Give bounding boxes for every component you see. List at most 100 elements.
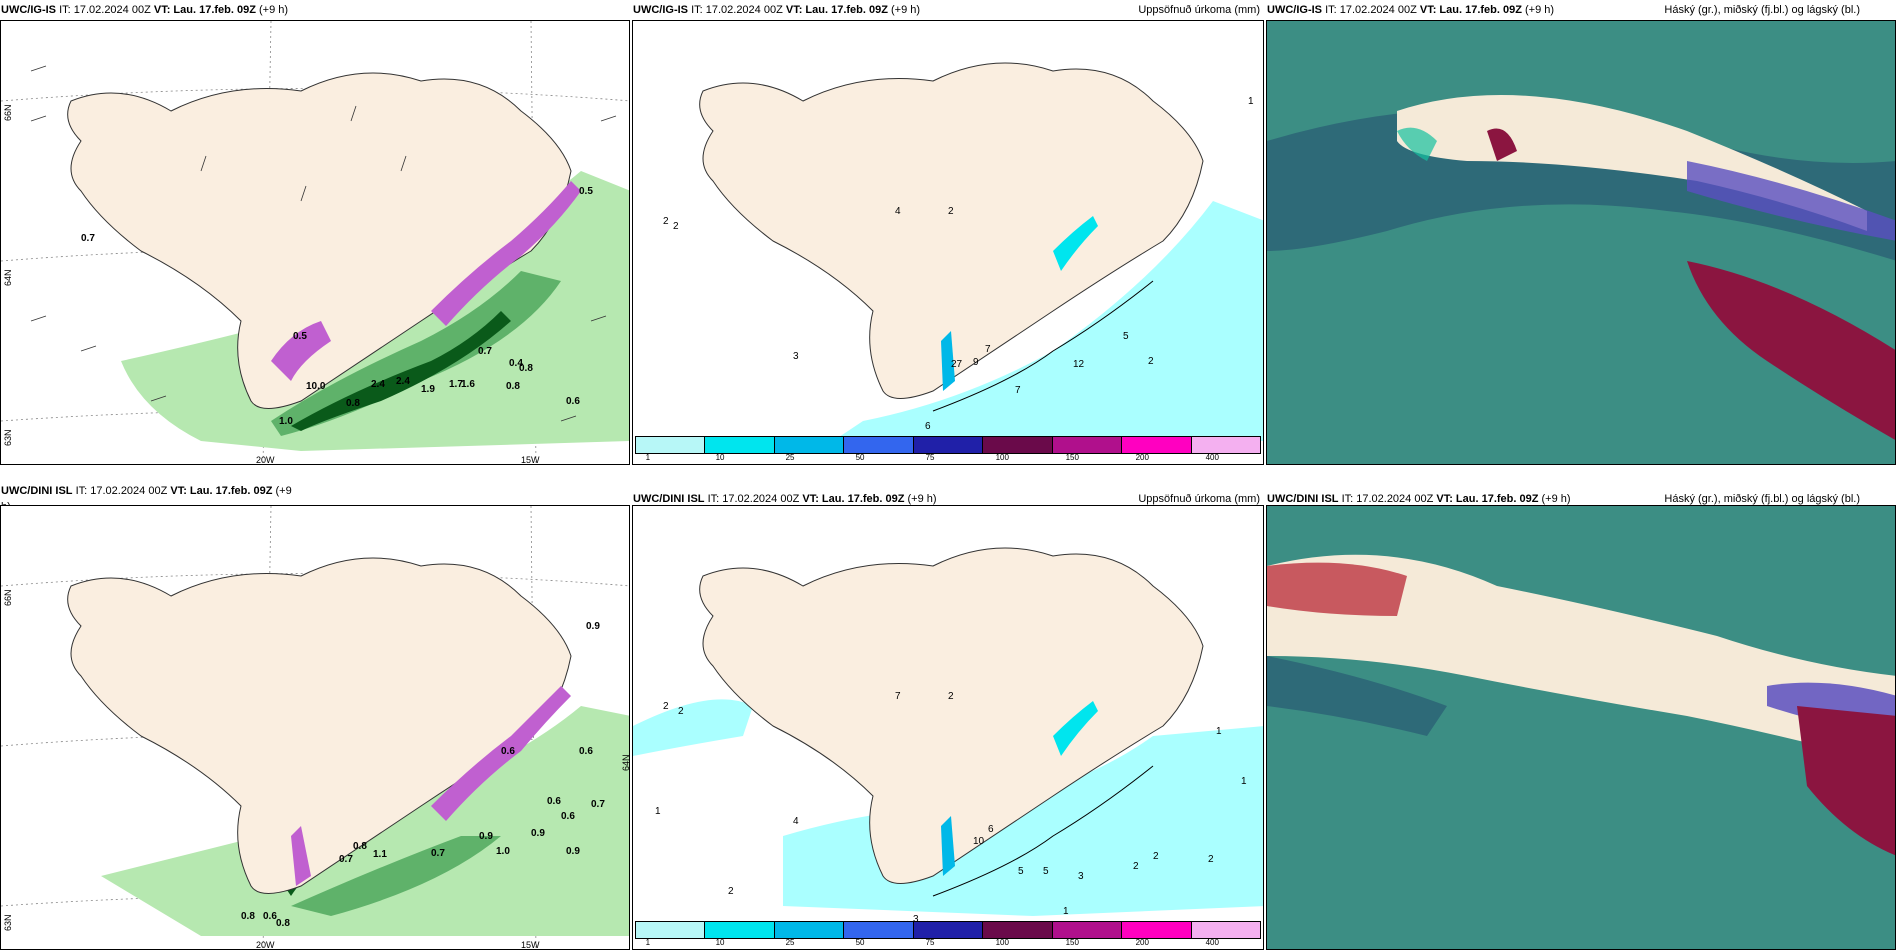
value-label: 1 <box>1216 726 1222 737</box>
panel-field-title: Háský (gr.), miðský (fj.bl.) og lágský (… <box>1664 493 1860 505</box>
colorbar-label: 200 <box>1135 938 1149 947</box>
value-label: 4 <box>895 206 901 217</box>
value-label: 10.0 <box>306 381 326 392</box>
colorbar-label: 150 <box>1065 938 1079 947</box>
panel-cloud-top: UWC/IG-IS IT: 17.02.2024 00Z VT: Lau. 17… <box>1266 0 1900 465</box>
value-label: 4 <box>793 816 799 827</box>
map-wind-precip[interactable]: 66N 64N 63N 20W 15W 0.9 0.6 0.6 0.6 0.7 … <box>0 505 630 950</box>
value-label: 2.4 <box>371 379 385 390</box>
value-label: 1 <box>655 806 661 817</box>
lat-label: 63N <box>3 914 13 931</box>
colorbar-swatch <box>844 437 914 453</box>
map-graphic <box>1267 506 1895 949</box>
value-label: 0.8 <box>519 363 533 374</box>
value-label: 1.7 <box>449 379 463 390</box>
value-label: 0.7 <box>81 233 95 244</box>
panel-accum-precip-bottom: UWC/DINI ISL IT: 17.02.2024 00Z VT: Lau.… <box>632 485 1264 950</box>
value-label: 5 <box>1123 331 1129 342</box>
value-label: 1 <box>1248 96 1254 107</box>
value-label: 2 <box>948 206 954 217</box>
panel-header: UWC/IG-IS IT: 17.02.2024 00Z VT: Lau. 17… <box>633 4 921 16</box>
colorbar-label: 150 <box>1065 453 1079 462</box>
value-label: 2 <box>678 706 684 717</box>
colorbar-swatch <box>983 922 1053 938</box>
value-label: 2 <box>948 691 954 702</box>
panel-header: UWC/IG-IS IT: 17.02.2024 00Z VT: Lau. 17… <box>1267 4 1555 16</box>
colorbar-swatch <box>1191 437 1260 453</box>
colorbar-label: 1 <box>645 453 651 462</box>
map-accum-precip[interactable]: 2 2 4 2 3 7 9 7 12 27 6 5 2 1 1 10 25 50 75 1… <box>632 20 1264 465</box>
value-label: 7 <box>1015 385 1021 396</box>
colorbar-swatch <box>983 437 1053 453</box>
panel-header: UWC/DINI ISL IT: 17.02.2024 00Z VT: Lau.… <box>633 493 937 505</box>
colorbar-label: 75 <box>925 938 935 947</box>
map-graphic <box>1 21 629 464</box>
value-label: 10 <box>973 836 985 847</box>
value-label: 0.8 <box>506 381 520 392</box>
lon-label: 20W <box>256 940 275 950</box>
value-label: 0.6 <box>566 396 580 407</box>
colorbar-label: 50 <box>855 453 865 462</box>
colorbar: 1 10 25 50 75 100 150 200 400 <box>633 919 1263 949</box>
colorbar-label: 1 <box>645 938 651 947</box>
value-label: 2 <box>728 886 734 897</box>
colorbar-label: 25 <box>785 938 795 947</box>
value-label: 2 <box>673 221 679 232</box>
lat-label: 66N <box>3 589 13 606</box>
value-label: 3 <box>1078 871 1084 882</box>
value-label: 0.5 <box>293 331 307 342</box>
lon-label: 15W <box>521 455 540 465</box>
colorbar-label: 400 <box>1205 938 1219 947</box>
value-label: 0.6 <box>547 796 561 807</box>
value-label: 2 <box>1133 861 1139 872</box>
value-label: 0.7 <box>339 854 353 865</box>
map-graphic <box>1267 21 1895 464</box>
colorbar-swatch <box>1122 922 1192 938</box>
value-label: 2.4 <box>396 376 410 387</box>
value-label: 0.4 <box>509 358 523 369</box>
colorbar-swatch <box>705 922 775 938</box>
colorbar-label: 10 <box>715 938 725 947</box>
colorbar-label: 10 <box>715 453 725 462</box>
panel-header: UWC/DINI ISL IT: 17.02.2024 00Z VT: Lau.… <box>1 485 292 497</box>
colorbar-label: 400 <box>1205 453 1219 462</box>
map-accum-precip[interactable]: 2 2 7 2 1 4 10 6 5 5 3 2 2 1 2 2 1 1 3 1… <box>632 505 1264 950</box>
value-label: 0.7 <box>591 799 605 810</box>
value-label: 6 <box>988 824 994 835</box>
colorbar-swatch <box>774 922 845 938</box>
value-label: 1.9 <box>421 384 435 395</box>
panel-wind-precip-bottom: UWC/DINI ISL IT: 17.02.2024 00Z VT: Lau.… <box>0 485 630 950</box>
value-label: 0.9 <box>479 831 493 842</box>
colorbar-label: 25 <box>785 453 795 462</box>
colorbar-swatch <box>774 437 845 453</box>
lon-label: 20W <box>256 455 275 465</box>
map-graphic <box>699 62 1263 441</box>
colorbar-swatch <box>1191 922 1260 938</box>
value-label: 5 <box>1043 866 1049 877</box>
colorbar-swatch <box>1122 437 1192 453</box>
value-label: 0.8 <box>353 841 367 852</box>
value-label: 0.9 <box>531 828 545 839</box>
value-label: 1 <box>1241 776 1247 787</box>
map-cloud-cover[interactable] <box>1266 505 1896 950</box>
panel-header: UWC/IG-IS IT: 17.02.2024 00Z VT: Lau. 17… <box>1 4 289 16</box>
value-label: 2 <box>1208 854 1214 865</box>
value-label: 1.6 <box>461 379 475 390</box>
map-cloud-cover[interactable] <box>1266 20 1896 465</box>
value-label: 27 <box>951 359 963 370</box>
value-label: 2 <box>1153 851 1159 862</box>
map-graphic <box>633 547 1263 916</box>
map-graphic <box>1 506 629 949</box>
panel-header: UWC/DINI ISL IT: 17.02.2024 00Z VT: Lau.… <box>1267 493 1571 505</box>
map-wind-precip[interactable]: 66N 64N 63N 20W 15W 0.5 0.7 0.5 0.8 10.0… <box>0 20 630 465</box>
colorbar-swatch <box>705 437 775 453</box>
colorbar-label: 200 <box>1135 453 1149 462</box>
value-label: 0.8 <box>346 398 360 409</box>
colorbar-swatch <box>636 437 706 453</box>
value-label: 0.8 <box>276 918 290 929</box>
colorbar-swatch <box>1052 922 1123 938</box>
panel-cloud-bottom: UWC/DINI ISL IT: 17.02.2024 00Z VT: Lau.… <box>1266 485 1900 950</box>
panel-wind-precip-top: UWC/IG-IS IT: 17.02.2024 00Z VT: Lau. 17… <box>0 0 630 465</box>
colorbar-label: 100 <box>995 453 1009 462</box>
value-label: 12 <box>1073 359 1085 370</box>
